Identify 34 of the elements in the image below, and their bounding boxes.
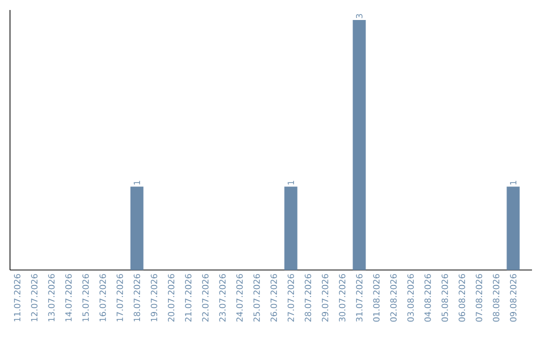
data-label: 1 xyxy=(134,180,140,185)
x-tick-label: 18.07.2026 xyxy=(134,274,140,322)
x-tick-label: 29.07.2026 xyxy=(322,274,328,322)
x-tick-label: 08.08.2026 xyxy=(492,274,500,322)
x-tick-label: 20.07.2026 xyxy=(168,274,174,322)
data-label: 1 xyxy=(288,180,294,185)
x-tick-label: 03.08.2026 xyxy=(407,274,414,322)
x-tick-label: 31.07.2026 xyxy=(356,274,362,322)
x-tick-label: 21.07.2026 xyxy=(185,274,192,322)
x-tick-label: 25.07.2026 xyxy=(253,274,260,322)
x-tick-label: 12.07.2026 xyxy=(31,274,38,322)
data-label: 3 xyxy=(356,14,362,18)
x-tick-label: 26.07.2026 xyxy=(270,274,277,322)
data-label: 1 xyxy=(510,180,516,185)
x-tick-label: 11.07.2026 xyxy=(14,274,20,322)
x-tick-label: 01.08.2026 xyxy=(373,274,380,322)
x-tick-label: 13.07.2026 xyxy=(48,274,55,322)
x-tick-label: 30.07.2026 xyxy=(338,274,346,322)
x-tick-label: 16.07.2026 xyxy=(99,274,106,322)
x-tick-label: 27.07.2026 xyxy=(288,274,294,322)
x-tick-label: 14.07.2026 xyxy=(65,274,72,322)
x-tick-label: 23.07.2026 xyxy=(219,274,226,322)
x-tick-label: 17.07.2026 xyxy=(116,274,124,322)
x-tick-label: 24.07.2026 xyxy=(236,274,243,322)
x-tick-label: 09.08.2026 xyxy=(510,274,516,322)
x-tick-label: 04.08.2026 xyxy=(424,274,431,322)
x-tick-label: 02.08.2026 xyxy=(390,274,397,322)
x-tick-label: 06.08.2026 xyxy=(458,274,466,322)
x-tick-label: 15.07.2026 xyxy=(82,274,89,322)
x-tick-label: 05.08.2026 xyxy=(442,274,448,322)
x-tick-label: 28.07.2026 xyxy=(304,274,312,322)
x-tick-label: 22.07.2026 xyxy=(202,274,209,322)
x-tick-label: 19.07.2026 xyxy=(150,274,158,322)
x-tick-label: 07.08.2026 xyxy=(476,274,482,322)
